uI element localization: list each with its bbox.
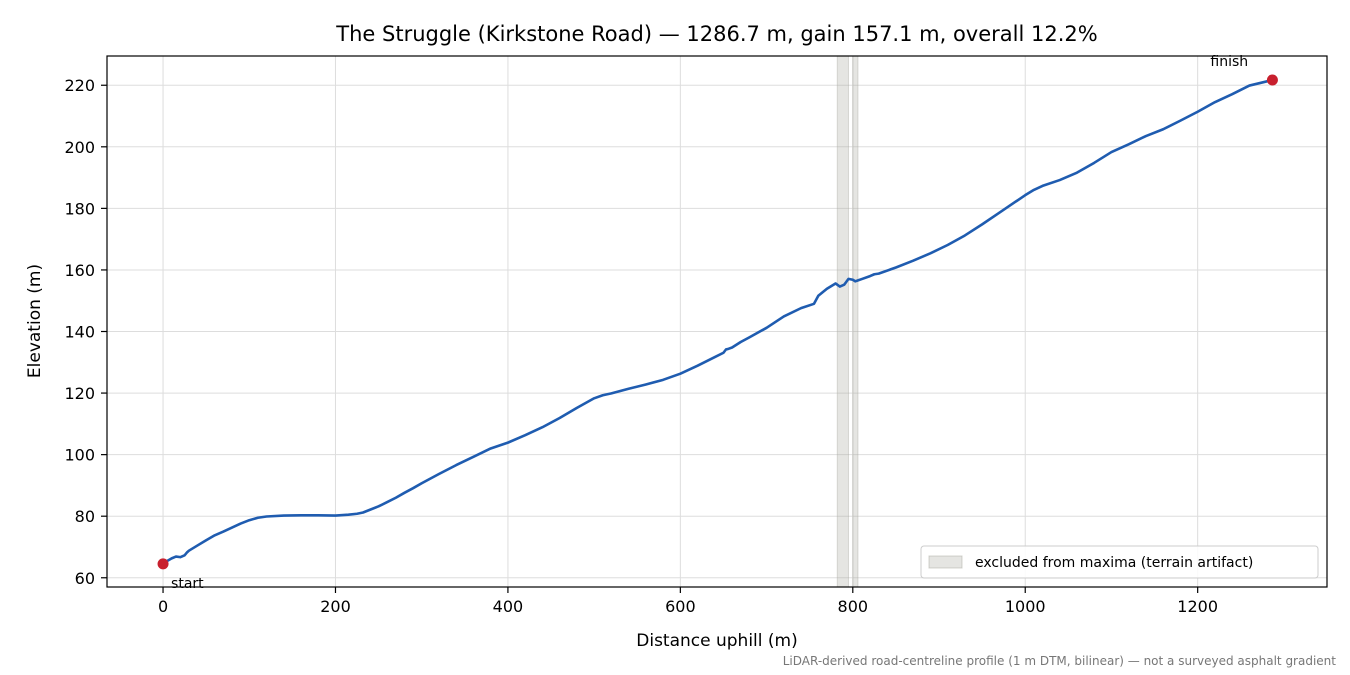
x-tick-label: 600 <box>665 597 696 616</box>
x-axis: 0 200 400 600 800 1000 1200 <box>158 587 1218 616</box>
y-tick-label: 160 <box>64 261 95 280</box>
x-tick-label: 1000 <box>1005 597 1046 616</box>
y-tick-label: 200 <box>64 138 95 157</box>
chart-title: The Struggle (Kirkstone Road) — 1286.7 m… <box>335 22 1097 46</box>
plot-background <box>107 56 1327 587</box>
legend-swatch <box>928 555 963 569</box>
footnote: LiDAR-derived road-centreline profile (1… <box>783 654 1337 668</box>
x-tick-label: 0 <box>158 597 168 616</box>
finish-label: finish <box>1210 54 1248 70</box>
y-tick-label: 220 <box>64 76 95 95</box>
y-tick-label: 120 <box>64 384 95 403</box>
x-tick-label: 800 <box>838 597 869 616</box>
excluded-regions <box>836 55 859 588</box>
start-label: start <box>171 576 204 592</box>
finish-marker <box>1266 74 1278 86</box>
legend: excluded from maxima (terrain artifact) <box>920 545 1319 579</box>
plot-area: start finish <box>106 54 1328 592</box>
y-tick-label: 140 <box>64 323 95 342</box>
y-axis: 60 80 100 120 140 160 180 200 220 <box>64 76 107 588</box>
legend-box <box>920 545 1319 579</box>
x-axis-label: Distance uphill (m) <box>636 631 797 651</box>
y-tick-label: 100 <box>64 446 95 465</box>
y-tick-label: 60 <box>75 569 95 588</box>
excluded-region <box>836 55 849 588</box>
x-tick-label: 1200 <box>1177 597 1218 616</box>
elevation-line <box>162 78 1273 565</box>
y-tick-label: 80 <box>75 507 95 526</box>
excluded-region <box>852 55 859 588</box>
plot-frame <box>106 55 1328 588</box>
start-marker <box>157 558 169 570</box>
x-tick-label: 200 <box>320 597 351 616</box>
x-tick-label: 400 <box>493 597 524 616</box>
y-tick-label: 180 <box>64 199 95 218</box>
endpoint-markers: start finish <box>157 54 1278 592</box>
y-axis-label: Elevation (m) <box>25 264 45 378</box>
legend-label: excluded from maxima (terrain artifact) <box>975 555 1253 571</box>
